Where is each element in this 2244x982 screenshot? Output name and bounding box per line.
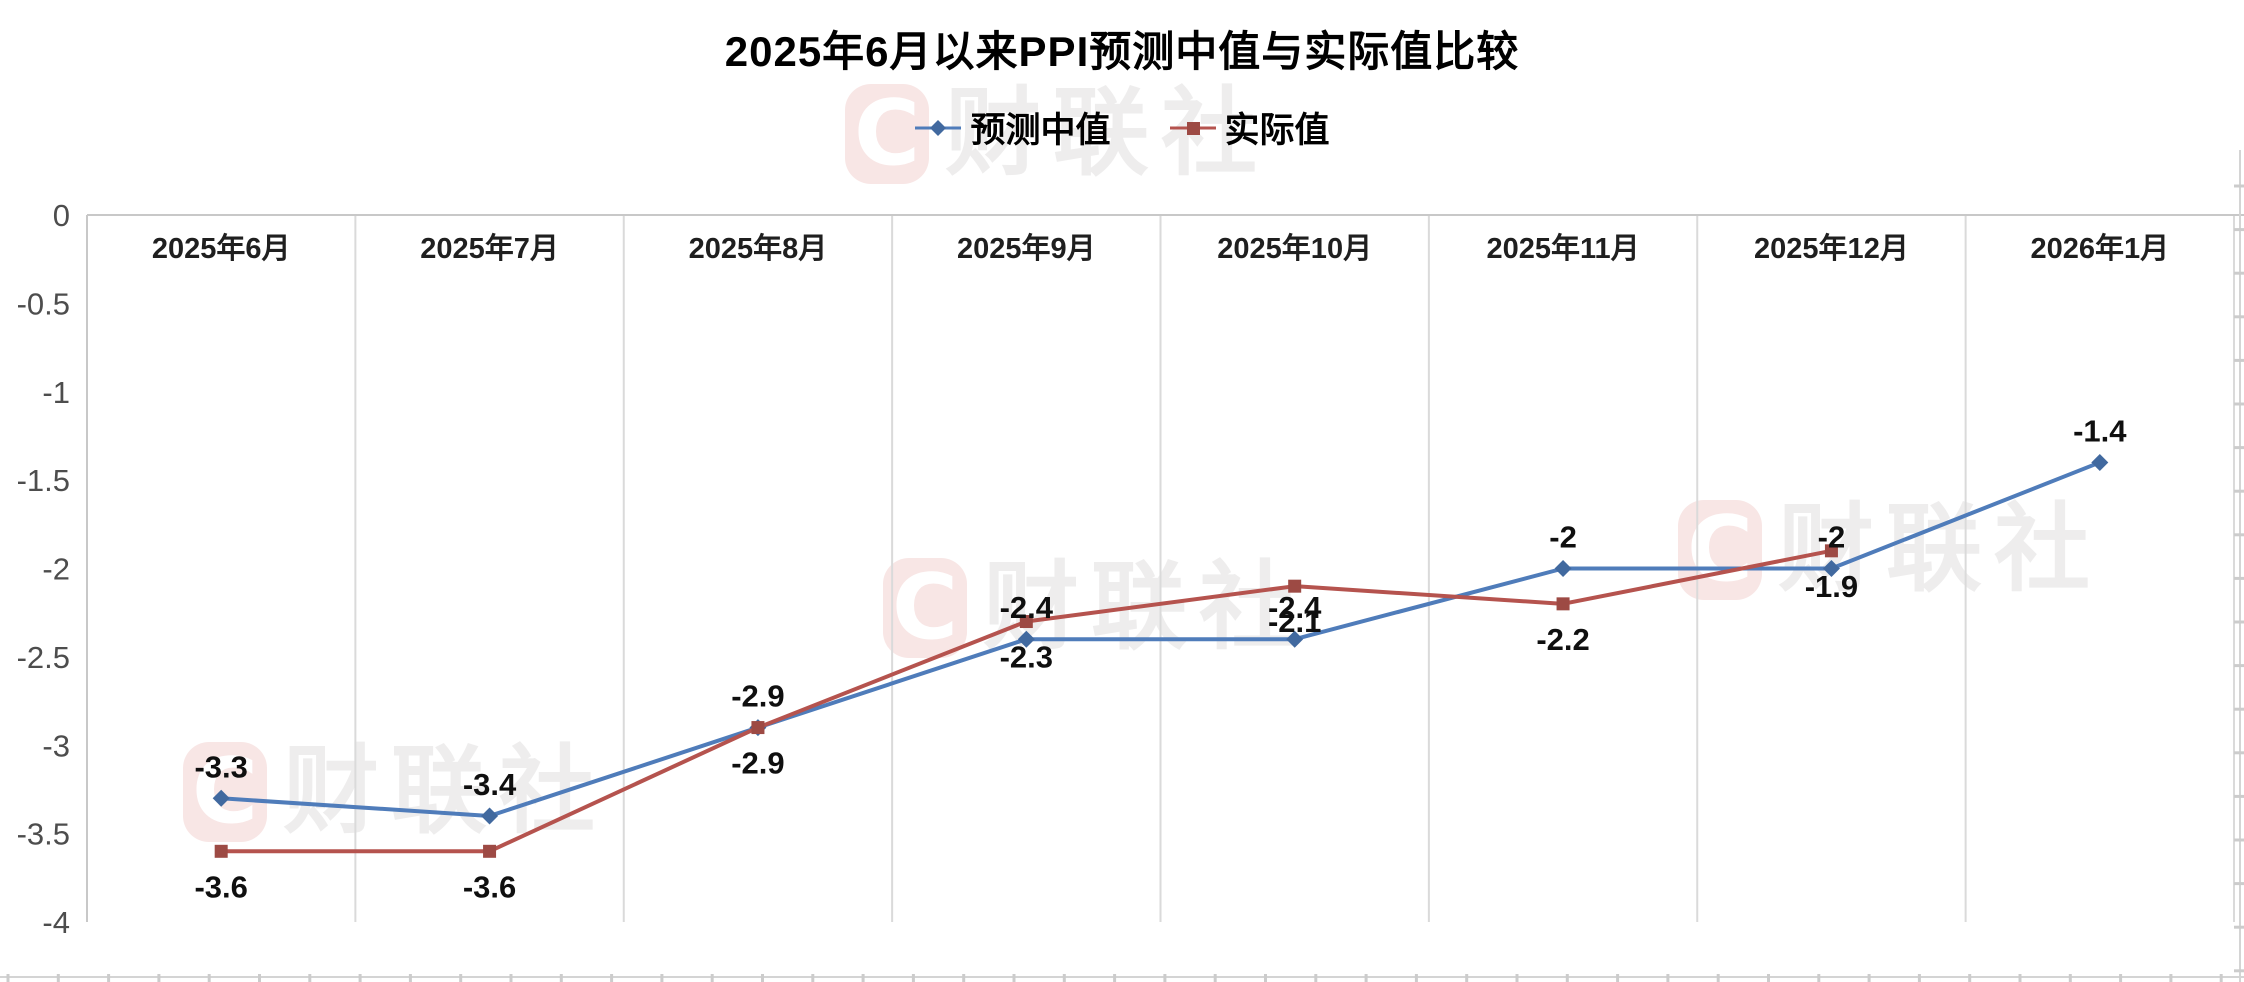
- x-tick-label: 2025年12月: [1754, 231, 1909, 265]
- x-tick-label: 2026年1月: [2030, 231, 2169, 265]
- data-point-marker: [1019, 615, 1033, 629]
- y-tick-label: -1: [42, 375, 70, 410]
- watermark-text: 财联社: [945, 80, 1269, 187]
- x-tick-label: 2025年9月: [957, 231, 1096, 265]
- cailianshe-logo-icon: C: [183, 742, 267, 842]
- data-point-marker: [481, 807, 499, 825]
- data-label: -2.9: [731, 746, 784, 781]
- y-tick-label: -1.5: [17, 463, 70, 498]
- data-label: -3.3: [194, 749, 247, 784]
- legend: 预测中值 实际值: [0, 102, 2244, 153]
- cailianshe-logo-icon: C: [883, 558, 967, 658]
- data-point-marker: [1822, 560, 1840, 577]
- y-tick-label: -3.5: [17, 817, 70, 852]
- data-label: -2: [1549, 520, 1577, 555]
- legend-label-actual: 实际值: [1224, 111, 1330, 150]
- data-point-marker: [1554, 560, 1572, 577]
- data-label: -2.4: [1000, 590, 1054, 625]
- data-label: -2.2: [1536, 622, 1589, 657]
- data-point-marker: [1556, 597, 1570, 611]
- x-tick-label: 2025年6月: [152, 231, 291, 265]
- data-label: -3.6: [194, 869, 247, 904]
- data-point-marker: [1824, 544, 1838, 558]
- watermark-cailianshe: C 财联社: [183, 742, 607, 842]
- data-point-marker: [1017, 630, 1035, 648]
- y-tick-label: -3: [42, 728, 70, 763]
- legend-label-forecast: 预测中值: [970, 111, 1111, 150]
- data-point-marker: [2091, 453, 2109, 471]
- data-label: -2.9: [731, 679, 784, 714]
- data-point-marker: [1286, 630, 1304, 648]
- legend-item-forecast: 预测中值: [914, 102, 1111, 153]
- series-line-预测中值: [219, 460, 2102, 818]
- x-tick-label: 2025年10月: [1217, 231, 1372, 265]
- data-point-marker: [214, 844, 228, 858]
- data-label: -2.3: [1000, 640, 1053, 675]
- legend-item-actual: 实际值: [1169, 102, 1330, 153]
- y-tick-label: -2.5: [17, 640, 70, 675]
- data-label: -3.4: [463, 767, 517, 802]
- cailianshe-logo-icon: C: [845, 84, 929, 184]
- y-tick-label: 0: [53, 198, 70, 233]
- data-point-marker: [1288, 579, 1302, 593]
- x-tick-label: 2025年7月: [420, 231, 559, 265]
- chart-title: 2025年6月以来PPI预测中值与实际值比较: [724, 28, 1520, 75]
- y-tick-label: -0.5: [17, 286, 70, 321]
- data-label: -1.4: [2073, 413, 2127, 448]
- actual-series-marker-icon: [1169, 121, 1216, 135]
- data-label: -3.6: [463, 869, 516, 904]
- data-label: -2: [1818, 520, 1846, 555]
- y-tick-label: -2: [42, 552, 70, 587]
- x-tick-label: 2025年8月: [689, 231, 828, 265]
- data-label: -2.1: [1268, 604, 1321, 639]
- watermark-text: 财联社: [283, 738, 607, 845]
- x-tick-label: 2025年11月: [1486, 231, 1639, 265]
- data-point-marker: [212, 789, 230, 807]
- watermark-cailianshe: C 财联社: [845, 84, 1269, 184]
- data-point-marker: [483, 844, 497, 858]
- forecast-series-marker-icon: [915, 119, 962, 136]
- y-tick-label: -4: [42, 905, 70, 940]
- data-point-marker: [751, 721, 765, 735]
- data-label: -2.4: [1268, 590, 1322, 625]
- data-label: -1.9: [1805, 569, 1858, 604]
